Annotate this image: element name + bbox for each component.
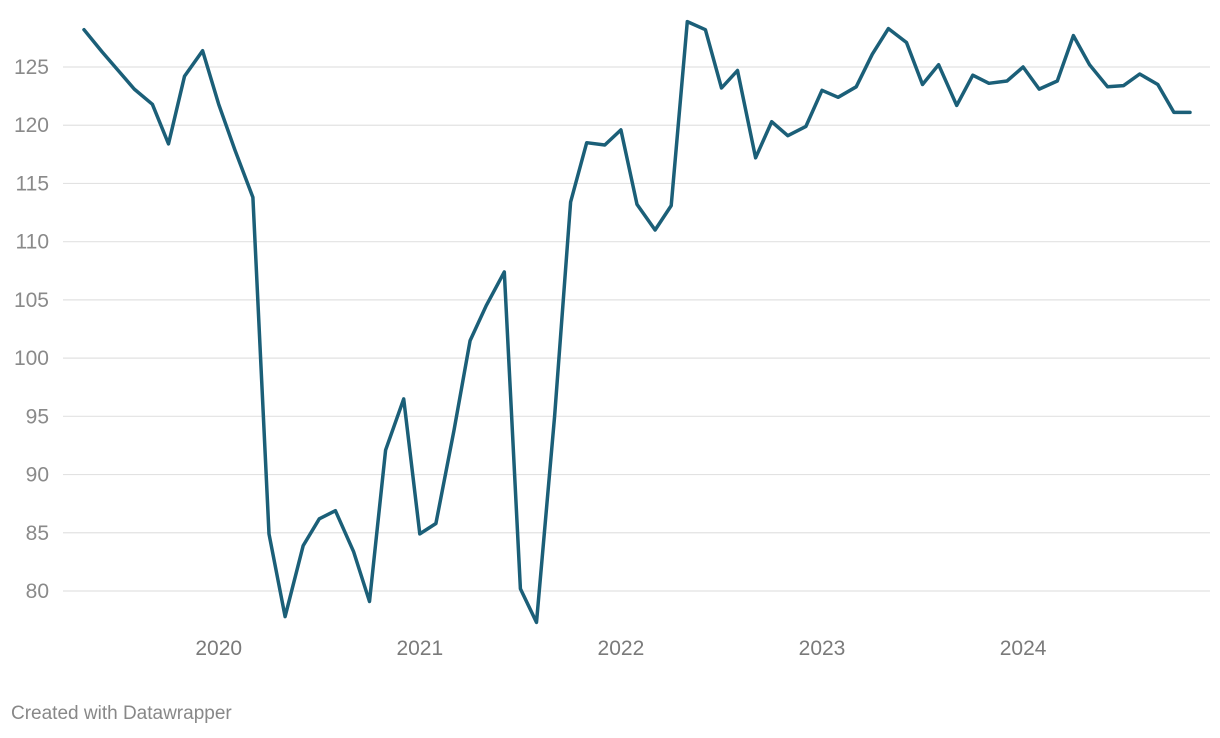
y-tick-label: 85 [26, 522, 49, 545]
y-tick-label: 120 [14, 114, 49, 137]
series-line-0 [82, 19, 1192, 625]
y-tick-label: 100 [14, 347, 49, 370]
x-tick-label: 2023 [799, 637, 846, 660]
credit-text: Created with Datawrapper [11, 703, 232, 724]
x-tick-label: 2021 [396, 637, 443, 660]
x-axis-ticks: 2020 2021 2022 2023 2024 [195, 637, 1046, 660]
y-tick-label: 115 [16, 172, 49, 195]
y-tick-label: 80 [26, 580, 49, 603]
y-tick-label: 110 [16, 231, 49, 254]
y-tick-label: 90 [26, 464, 49, 487]
x-tick-label: 2024 [1000, 637, 1047, 660]
y-tick-label: 105 [14, 289, 49, 312]
y-axis-ticks: 80 85 90 95 100 105 110 115 120 125 [14, 56, 49, 603]
y-tick-label: 95 [26, 405, 49, 428]
series-lines [82, 19, 1192, 625]
y-tick-label: 125 [14, 56, 49, 79]
x-tick-label: 2020 [195, 637, 242, 660]
x-tick-label: 2022 [598, 637, 645, 660]
